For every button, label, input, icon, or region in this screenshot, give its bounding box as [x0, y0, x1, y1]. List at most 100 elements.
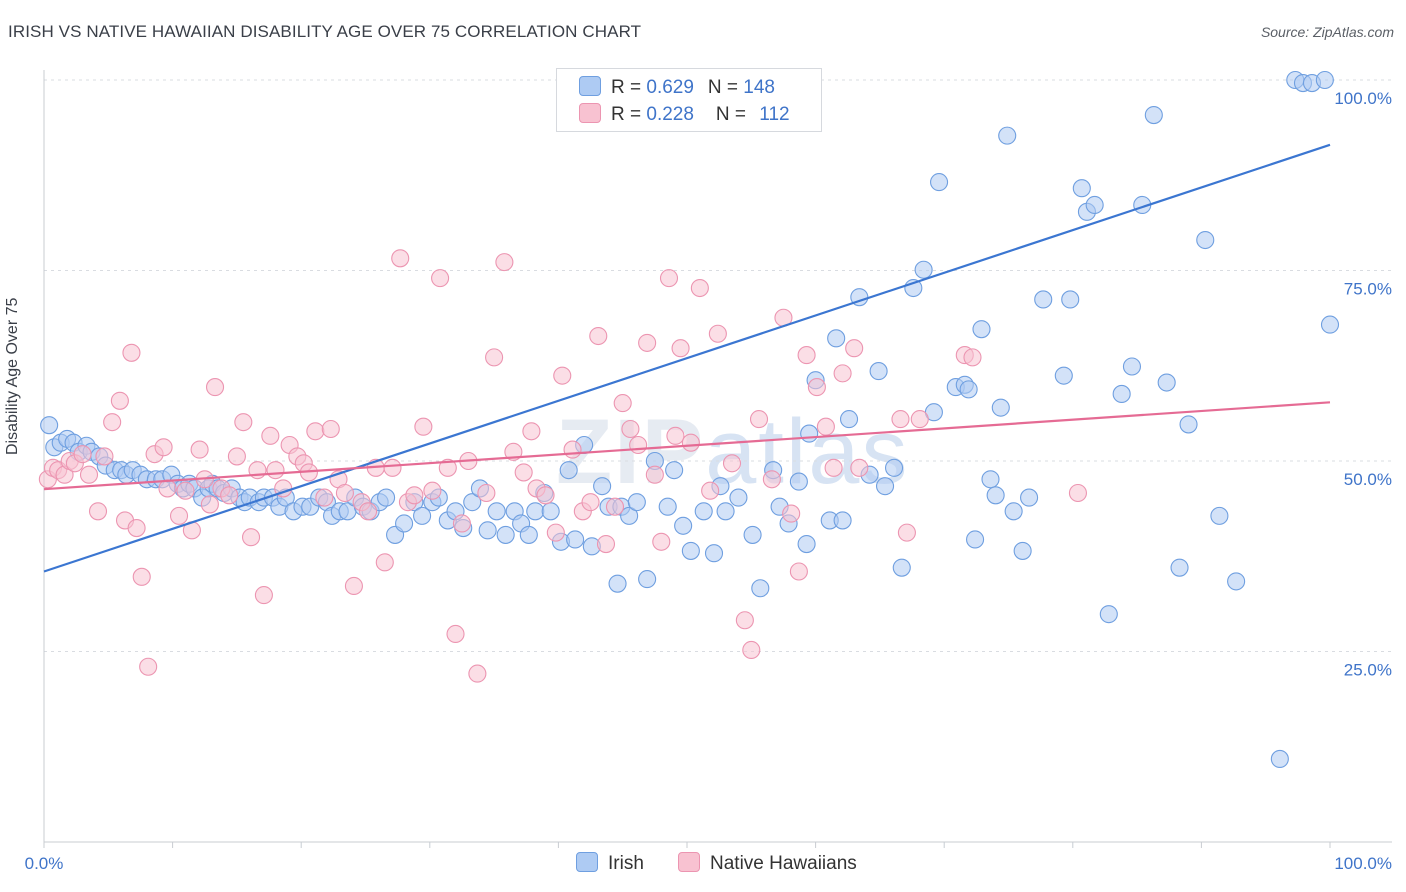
- hawaiian-point: [190, 440, 209, 459]
- y-tick-label: 50.0%: [1344, 470, 1392, 489]
- irish-point: [1020, 488, 1039, 507]
- irish-point: [496, 525, 515, 544]
- irish-point: [991, 398, 1010, 417]
- hawaiian-point: [722, 454, 742, 473]
- hawaiian-point: [742, 640, 761, 660]
- irish-legend-label: Irish: [608, 853, 644, 874]
- irish-point: [751, 579, 770, 598]
- hawaiian-point: [477, 483, 496, 503]
- hawaiian-n-value: 112: [759, 104, 790, 125]
- irish-point: [986, 486, 1005, 505]
- hawaiian-point: [897, 523, 916, 542]
- chart-title: IRISH VS NATIVE HAWAIIAN DISABILITY AGE …: [8, 22, 642, 41]
- hawaiian-point: [563, 440, 582, 459]
- hawaiian-point: [200, 495, 219, 514]
- irish-point: [892, 558, 911, 577]
- hawaiian-point: [536, 486, 555, 505]
- irish-point: [377, 488, 396, 507]
- hawaiian-point: [1068, 483, 1087, 503]
- hawaiian-r-label: R =: [611, 104, 647, 125]
- irish-point: [1054, 366, 1073, 385]
- hawaiian-point: [335, 483, 354, 503]
- hawaiian-point: [485, 348, 504, 367]
- irish-point: [959, 380, 978, 399]
- hawaiian-point: [638, 333, 657, 352]
- irish-point: [1179, 415, 1198, 434]
- hawaiian-point: [824, 458, 843, 477]
- irish-point: [1085, 195, 1104, 215]
- irish-point: [620, 506, 639, 525]
- source-note: Source: ZipAtlas.com: [1260, 24, 1394, 40]
- hawaiian-point: [127, 519, 146, 538]
- irish-point: [1013, 541, 1032, 560]
- irish-point: [478, 521, 497, 540]
- hawaiian-point: [789, 562, 808, 581]
- y-axis-title: Disability Age Over 75: [4, 297, 21, 455]
- correlation-legend: R = 0.629 N = 148 R = 0.228 N = 112: [556, 68, 822, 132]
- irish-point: [800, 424, 819, 443]
- hawaiian-point: [659, 269, 679, 288]
- irish-point: [789, 472, 808, 491]
- hawaiian-point: [735, 611, 754, 630]
- hawaiian-point: [414, 417, 433, 436]
- irish-point: [463, 493, 482, 512]
- irish-point: [593, 477, 612, 496]
- irish-point: [1112, 384, 1131, 403]
- x-tick-label: 0.0%: [25, 854, 64, 873]
- hawaiian-point: [910, 410, 929, 429]
- hawaiian-point: [553, 366, 572, 385]
- irish-point: [966, 530, 985, 549]
- hawaiian-point: [95, 447, 114, 466]
- hawaiian-point: [446, 624, 465, 644]
- hawaiian-point: [762, 470, 781, 489]
- hawaiian-point: [891, 410, 910, 429]
- irish-n-value: 148: [743, 77, 775, 98]
- hawaiian-n-label: N =: [715, 104, 752, 125]
- legend-row-irish: R = 0.629 N = 148: [579, 76, 775, 100]
- irish-point: [681, 541, 700, 560]
- hawaiian-point: [671, 339, 690, 358]
- hawaiian-point: [749, 410, 769, 429]
- irish-point: [981, 470, 1000, 489]
- irish-point: [1210, 506, 1229, 525]
- irish-point: [40, 416, 59, 435]
- hawaiian-point: [596, 535, 616, 554]
- hawaiian-point: [629, 435, 648, 455]
- irish-point: [1122, 357, 1142, 376]
- irish-point: [869, 362, 888, 381]
- hawaiian-point: [605, 497, 625, 516]
- hawaiian-point: [589, 326, 608, 346]
- legend-row-hawaiian: R = 0.228 N = 112: [579, 103, 790, 127]
- hawaiian-point: [681, 433, 700, 452]
- irish-point: [884, 458, 904, 477]
- irish-r-value: 0.629: [646, 77, 694, 98]
- hawaiian-point: [797, 346, 816, 365]
- hawaiian-point: [782, 504, 801, 523]
- hawaiian-point: [176, 481, 195, 500]
- hawaiian-point: [690, 278, 709, 298]
- series-legend-irish: Irish: [576, 852, 644, 876]
- hawaiian-point: [514, 463, 533, 482]
- hawaiian-point: [79, 465, 99, 484]
- irish-r-label: R =: [611, 77, 647, 98]
- x-tick-label: 100.0%: [1334, 854, 1392, 873]
- hawaiian-point: [103, 413, 122, 432]
- hawaiian-point: [666, 426, 685, 445]
- hawaiian-point: [708, 324, 727, 343]
- hawaiian-point: [438, 458, 457, 477]
- hawaiian-legend-label: Native Hawaiians: [710, 853, 857, 874]
- hawaiian-point: [383, 458, 402, 477]
- irish-point: [839, 410, 859, 429]
- y-tick-label: 75.0%: [1344, 280, 1392, 299]
- irish-point: [608, 574, 627, 593]
- hawaiian-point: [132, 567, 151, 586]
- hawaiian-point: [315, 488, 334, 507]
- irish-point: [541, 502, 560, 521]
- irish-point: [694, 502, 713, 521]
- hawaiian-point: [850, 458, 869, 477]
- irish-point: [827, 329, 846, 348]
- hawaiian-point: [816, 417, 835, 436]
- hawaiian-point: [375, 553, 394, 572]
- hawaiian-point: [963, 348, 982, 367]
- hawaiian-point: [154, 438, 173, 457]
